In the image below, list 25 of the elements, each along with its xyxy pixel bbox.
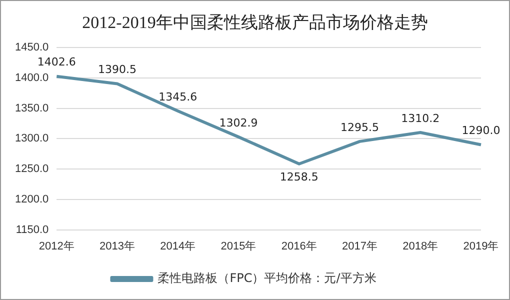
data-label: 1258.5 [280, 170, 318, 184]
data-label: 1310.2 [401, 112, 440, 125]
x-tick-label: 2018年 [402, 240, 438, 252]
x-tick-label: 2013年 [100, 240, 136, 252]
y-tick-label: 1300.0 [14, 132, 49, 145]
y-tick-label: 1350.0 [14, 102, 49, 114]
legend-label: 柔性电路板（FPC）平均价格：元/平方米 [158, 271, 376, 286]
x-tick-label: 2014年 [160, 240, 196, 252]
data-label: 1295.5 [340, 120, 380, 134]
y-tick-label: 1400.0 [14, 72, 49, 84]
y-tick-label: 1450.0 [14, 42, 49, 54]
data-label: 1290.0 [462, 124, 500, 138]
data-label: 1390.5 [98, 63, 137, 76]
y-tick-label: 1250.0 [14, 163, 49, 176]
y-tick-label: 1200.0 [14, 193, 49, 206]
x-tick-label: 2019年 [463, 240, 499, 252]
x-tick-label: 2015年 [220, 240, 256, 252]
data-label: 1302.9 [219, 116, 258, 130]
x-tick-label: 2016年 [281, 240, 317, 252]
x-tick-label: 2017年 [342, 240, 378, 252]
data-label: 1402.6 [37, 56, 76, 69]
chart-title: 2012-2019年中国柔性线路板产品市场价格走势 [81, 12, 429, 34]
x-tick-label: 2012年 [38, 240, 74, 252]
data-label: 1345.6 [158, 90, 198, 104]
y-tick-label: 1150.0 [16, 224, 49, 236]
